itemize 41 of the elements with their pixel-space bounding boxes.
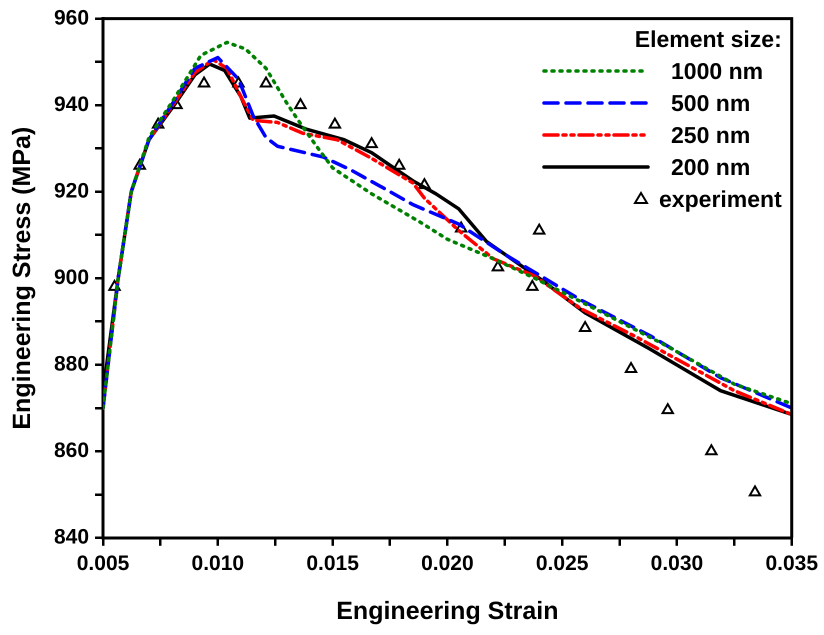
point xyxy=(108,280,121,291)
x-tick-label: 0.005 xyxy=(76,552,130,576)
point xyxy=(134,158,146,170)
point xyxy=(533,224,546,235)
point xyxy=(578,320,592,332)
x-tick-label: 0.015 xyxy=(306,552,360,576)
x-tick-label: 0.010 xyxy=(192,552,244,576)
legend-label: experiment xyxy=(659,184,782,214)
y-axis-title: Engineering Stress (MPa) xyxy=(8,126,36,430)
x-tick-label: 0.020 xyxy=(421,552,474,576)
point xyxy=(198,76,210,88)
y-tick-label: 840 xyxy=(54,526,90,549)
point xyxy=(662,403,674,414)
point xyxy=(418,178,431,190)
point xyxy=(526,280,539,291)
y-tick-label: 940 xyxy=(54,92,90,116)
y-tick-label: 880 xyxy=(54,352,90,376)
point xyxy=(454,221,468,232)
legend-label: 500 nm xyxy=(671,88,750,118)
point xyxy=(624,362,638,374)
y-tick-label: 900 xyxy=(54,266,90,289)
legend-label: 200 nm xyxy=(671,152,750,182)
x-tick-label: 0.025 xyxy=(536,552,589,576)
y-tick-label: 920 xyxy=(54,179,90,202)
x-tick-label: 0.030 xyxy=(650,552,704,576)
point xyxy=(232,76,245,88)
point xyxy=(392,158,406,170)
point xyxy=(705,444,718,456)
point xyxy=(260,76,272,88)
point xyxy=(294,98,307,110)
x-axis-title: Engineering Strain xyxy=(336,596,559,625)
x-tick-label: 0.035 xyxy=(765,552,818,576)
legend-title: Element size: xyxy=(634,24,782,54)
point xyxy=(328,118,342,129)
point xyxy=(748,485,762,496)
y-tick-label: 860 xyxy=(54,439,90,462)
point xyxy=(365,137,378,148)
legend-label: 1000 nm xyxy=(671,56,764,86)
y-tick-label: 960 xyxy=(54,6,90,30)
point xyxy=(152,118,164,129)
legend-label: 250 nm xyxy=(671,120,750,150)
